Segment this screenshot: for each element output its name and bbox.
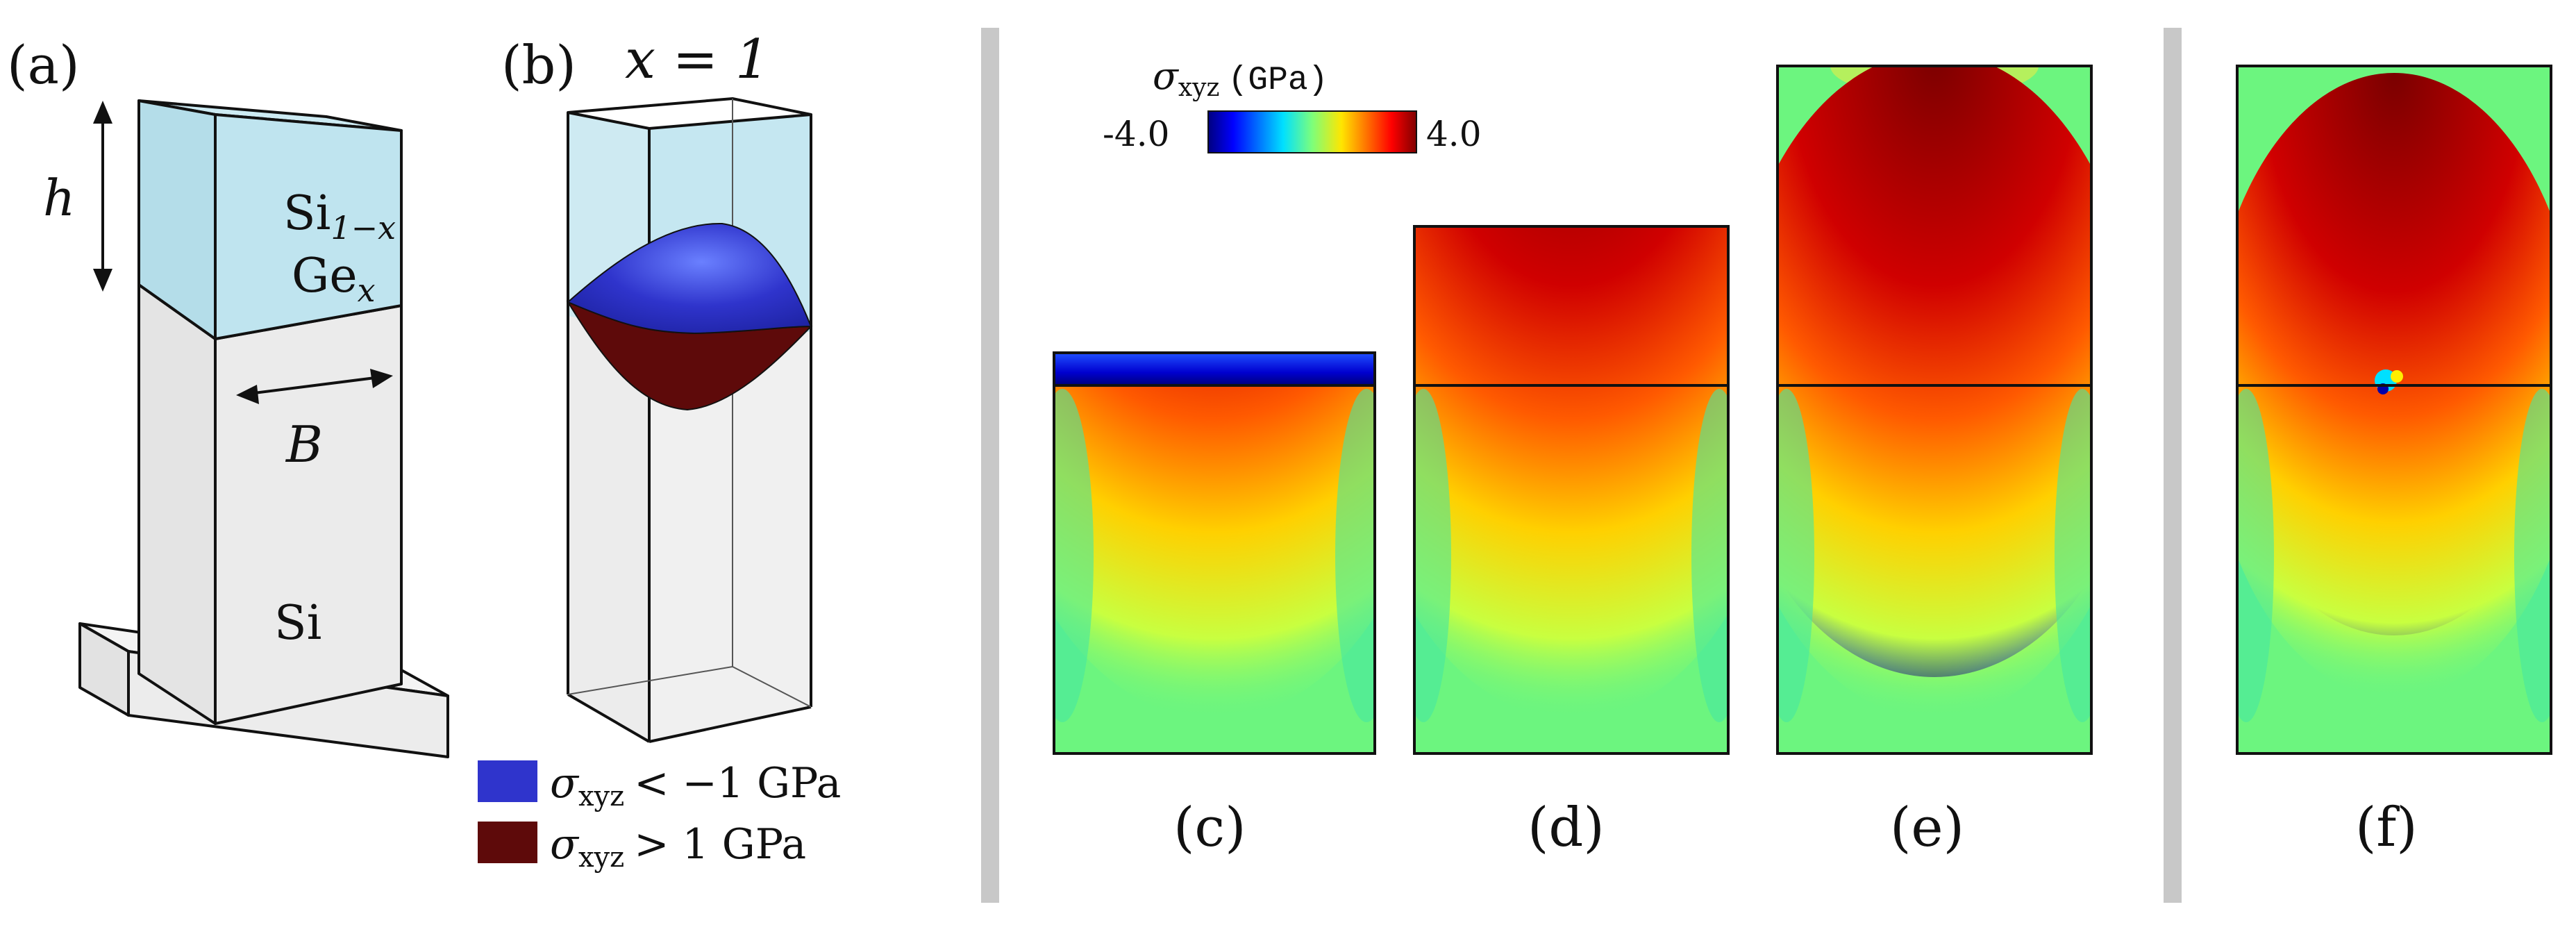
- field-map-d: [1413, 225, 1730, 755]
- sige-formula-line1: Si1−x: [283, 186, 396, 247]
- height-symbol: h: [43, 169, 75, 227]
- colorbar-scale: [1207, 110, 1417, 153]
- legend-swatch-compressive: [478, 760, 537, 802]
- panel-b-title: x = 1: [625, 28, 770, 91]
- field-map-f: [2236, 65, 2552, 755]
- colorbar-min-label: -4.0: [1103, 114, 1169, 154]
- panel-b-label: (b): [501, 34, 576, 96]
- separator-left: [981, 28, 999, 903]
- panel-e-label: (e): [1890, 797, 1964, 859]
- pillar-material-label: Si: [274, 596, 321, 651]
- panel-a-label: (a): [7, 34, 80, 96]
- panel-d-label: (d): [1528, 797, 1605, 859]
- panel-f-label: (f): [2355, 797, 2418, 859]
- colorbar-title: σxyz (GPa): [1153, 54, 1328, 102]
- legend-entry-compressive: σxyz < −1 GPa: [550, 759, 841, 812]
- si-pillar: [137, 283, 403, 725]
- legend: σxyz < −1 GPa σxyz > 1 GPa: [478, 759, 841, 874]
- legend-entry-tensile: σxyz > 1 GPa: [550, 820, 806, 874]
- wireframe-pillar: [567, 97, 812, 743]
- height-arrow: [93, 101, 112, 292]
- separator-right: [2164, 28, 2182, 903]
- panel-d: (d): [1413, 225, 1730, 859]
- width-symbol: B: [285, 415, 323, 474]
- compressive-dome: [567, 222, 812, 335]
- panel-c: (c): [1053, 351, 1376, 859]
- panel-a: (a) Si1−x Gex h: [7, 34, 449, 758]
- colorbar-max-label: 4.0: [1426, 114, 1482, 154]
- sige-formula-line2: Gex: [292, 249, 376, 309]
- field-map-c: [1053, 351, 1376, 755]
- colorbar: σxyz (GPa) -4.0 4.0: [1103, 54, 1482, 154]
- legend-swatch-tensile: [478, 822, 537, 863]
- width-arrow: [236, 369, 393, 404]
- field-map-e: [1776, 65, 2093, 755]
- panel-b: (b) x = 1: [478, 28, 841, 874]
- panel-c-label: (c): [1173, 797, 1246, 859]
- panel-f: (f): [2236, 65, 2552, 859]
- panel-e: (e): [1776, 65, 2093, 859]
- sige-layer: [137, 99, 403, 340]
